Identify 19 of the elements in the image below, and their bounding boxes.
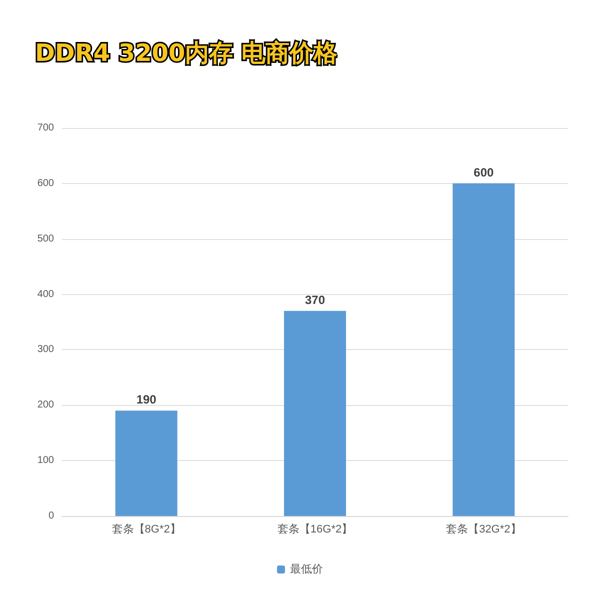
y-tick-label: 400: [37, 288, 54, 300]
data-label: 600: [474, 165, 494, 180]
legend-label: 最低价: [290, 564, 323, 576]
x-tick-label: 套条【8G*2】: [112, 522, 181, 536]
y-tick-label: 0: [48, 510, 54, 522]
y-tick-label: 100: [37, 455, 54, 466]
x-tick-label: 套条【32G*2】: [446, 522, 522, 536]
y-tick-label: 500: [37, 233, 54, 244]
bar: [115, 410, 178, 516]
chart-title: DDR4 3200内存 电商价格: [35, 39, 339, 67]
data-label: 190: [136, 392, 157, 407]
y-tick-label: 200: [37, 400, 54, 411]
y-tick-label: 300: [37, 344, 54, 356]
bar: [452, 183, 515, 516]
bar: [284, 310, 346, 516]
data-label: 370: [304, 292, 326, 307]
y-tick-label: 700: [37, 122, 54, 134]
x-tick-label: 套条【16G*2】: [277, 522, 353, 536]
y-tick-label: 600: [37, 178, 54, 189]
